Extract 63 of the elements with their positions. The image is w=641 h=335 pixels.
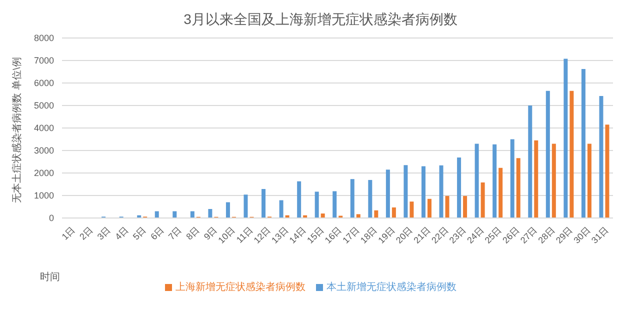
y-tick-label: 5000	[34, 100, 54, 111]
bar	[534, 140, 538, 218]
bar	[516, 158, 520, 218]
bar	[492, 144, 497, 218]
bar	[474, 144, 479, 218]
x-tick-label: 31日	[590, 224, 610, 246]
bar	[599, 96, 604, 218]
y-axis-title: 无本土症状感染者病例数 单位\例	[10, 57, 24, 203]
bar	[208, 209, 212, 218]
x-tick-label: 1日	[60, 224, 77, 242]
bar	[279, 200, 284, 218]
bar	[546, 90, 550, 218]
bar	[510, 139, 514, 218]
bar	[392, 207, 396, 218]
y-tick-label: 4000	[34, 123, 54, 134]
x-tick-label: 8日	[184, 224, 202, 242]
bar	[332, 191, 337, 218]
x-tick-label: 4日	[113, 224, 130, 242]
bar	[427, 198, 432, 218]
bar	[368, 180, 372, 218]
bar	[445, 196, 450, 218]
x-tick-label: 7日	[166, 224, 184, 242]
x-tick-label: 6日	[148, 224, 166, 242]
y-tick-label: 8000	[34, 33, 54, 44]
bar	[374, 210, 378, 218]
bar	[356, 214, 360, 218]
bar	[244, 194, 248, 218]
y-tick-label: 0	[48, 213, 54, 224]
x-tick-label: 19日	[376, 224, 397, 246]
y-tick-label: 7000	[34, 56, 54, 66]
x-axis-title: 时间	[40, 270, 60, 284]
bar	[297, 181, 302, 218]
bar	[226, 202, 230, 218]
bar	[528, 106, 532, 218]
bar	[605, 124, 610, 218]
bar	[463, 196, 468, 218]
y-tick-label: 1000	[34, 190, 54, 201]
bar	[570, 90, 574, 218]
bar	[421, 166, 426, 218]
bar	[498, 168, 503, 218]
bar	[439, 165, 444, 218]
bar	[581, 69, 586, 218]
bar	[404, 165, 408, 218]
bar	[386, 170, 390, 218]
bar	[314, 192, 319, 218]
x-tick-label: 3日	[95, 224, 112, 242]
bar	[552, 144, 556, 218]
y-tick-label: 3000	[34, 146, 54, 156]
legend-label: 上海新增无症状感染者病例数	[176, 282, 306, 293]
y-tick-label: 6000	[34, 78, 54, 88]
x-tick-label: 5日	[130, 224, 148, 242]
bar	[587, 144, 592, 218]
bar	[457, 157, 462, 218]
bar	[410, 202, 414, 218]
bar	[564, 58, 568, 218]
x-tick-label: 30日	[572, 224, 592, 246]
chart-title: 3月以来全国及上海新增无症状感染者病例数	[182, 10, 458, 29]
bar	[350, 179, 354, 218]
bar	[262, 188, 266, 218]
bar	[480, 182, 485, 218]
y-tick-label: 2000	[34, 168, 54, 178]
x-tick-label: 2日	[78, 224, 95, 242]
legend-label: 本土新增无症状感染者病例数	[326, 282, 456, 293]
